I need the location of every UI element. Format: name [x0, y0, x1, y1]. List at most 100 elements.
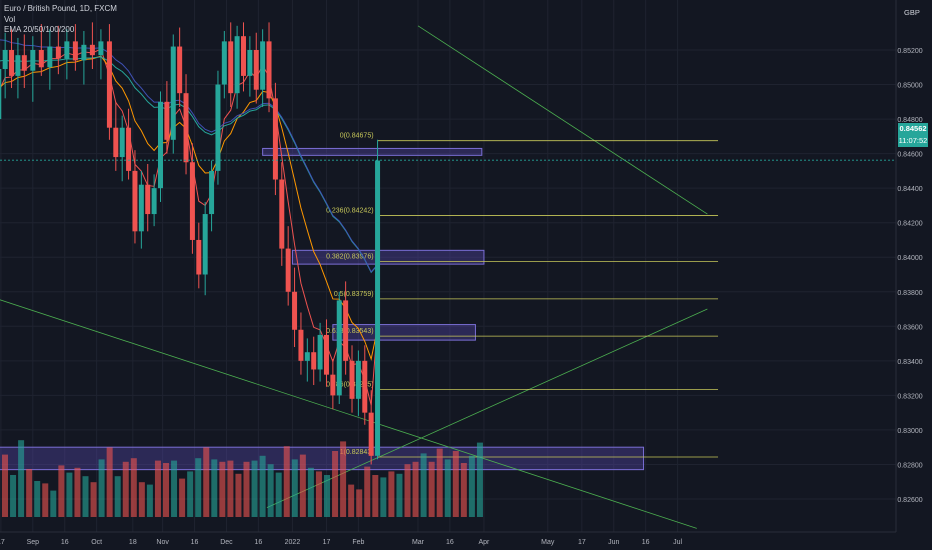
volume-bar — [74, 467, 81, 517]
volume-bar — [420, 453, 427, 517]
volume-bar — [66, 472, 73, 517]
candle-body — [126, 127, 132, 171]
volume-bar — [460, 463, 467, 517]
ema-200-line — [0, 39, 378, 273]
price-tick-label: 0.85200 — [897, 48, 922, 55]
candle-body — [375, 160, 381, 456]
volume-bar — [404, 464, 411, 517]
candle-body — [279, 179, 285, 249]
candle-body — [247, 50, 253, 76]
volume-bar — [356, 489, 363, 517]
candle-body — [183, 93, 189, 163]
volume-bar — [307, 467, 314, 517]
volume-bar — [98, 459, 105, 517]
candle-body — [266, 41, 272, 99]
price-tick-label: 0.84000 — [897, 255, 922, 262]
volume-indicator-label[interactable]: Vol — [4, 14, 16, 24]
volume-bar — [179, 478, 186, 517]
chart-legend: Euro / British Pound, 1D, FXCM Vol EMA 2… — [4, 4, 117, 36]
fib-level-label: 0.236(0.84242) — [326, 207, 373, 214]
candle-body — [202, 214, 208, 275]
candle-body — [30, 50, 36, 71]
candle-body — [209, 170, 215, 215]
volume-bar — [380, 477, 387, 517]
volume-bar — [388, 471, 395, 517]
fib-level-label: 0.618(0.83543) — [326, 328, 373, 335]
volume-bar — [163, 463, 169, 517]
candle-body — [47, 46, 53, 68]
symbol-line[interactable]: Euro / British Pound, 1D, FXCM — [4, 4, 117, 13]
ema-indicator-label[interactable]: EMA 20/50/100/200 — [4, 25, 75, 34]
candle-body — [336, 300, 342, 396]
price-tick-label: 0.83000 — [897, 428, 922, 435]
candle-body — [113, 127, 119, 158]
candle-body — [253, 50, 259, 90]
last-price-value: 0.84562 — [899, 124, 927, 133]
volume-bar — [171, 460, 178, 517]
supply-demand-zone — [291, 249, 485, 265]
volume-bar — [50, 490, 57, 517]
trend-line — [0, 299, 697, 529]
volume-bar — [332, 451, 339, 517]
time-tick-label: Nov — [156, 539, 169, 546]
time-tick-label: 16 — [191, 539, 199, 546]
candle-body — [323, 334, 329, 375]
candle-body — [64, 41, 70, 59]
volume-bar — [2, 454, 8, 517]
volume-bar — [315, 471, 322, 517]
price-tick-label: 0.84600 — [897, 152, 922, 159]
volume-bar — [243, 461, 250, 517]
volume-bar — [106, 447, 113, 517]
candle-body — [285, 248, 291, 292]
price-tick-label: 0.82800 — [897, 462, 922, 469]
volume-bar — [58, 465, 65, 517]
candle-body — [0, 68, 2, 120]
volume-bar — [476, 442, 483, 517]
time-tick-label: Mar — [412, 539, 425, 546]
candle-body — [272, 98, 278, 180]
supply-demand-zone — [0, 446, 645, 471]
volume-bar — [82, 476, 89, 517]
volume-bar — [364, 466, 371, 517]
candle-body — [343, 300, 349, 361]
candle-body — [298, 329, 304, 361]
candle-body — [349, 360, 355, 399]
volume-bar — [235, 473, 242, 517]
volume-bar — [275, 472, 282, 517]
fib-level-label: 0(0.84675) — [340, 133, 374, 140]
fib-level-label: 1(0.82843) — [340, 449, 374, 456]
volume-bar — [146, 484, 153, 517]
volume-bar — [267, 464, 274, 517]
volume-bar — [34, 481, 41, 517]
time-tick-label: 16 — [642, 539, 650, 546]
time-tick-label: 18 — [129, 539, 137, 546]
price-tick-label: 0.84200 — [897, 221, 922, 228]
candle-body — [138, 184, 144, 232]
price-tick-label: 0.83400 — [897, 359, 922, 366]
volume-bar — [18, 440, 25, 517]
ema-50-line — [0, 55, 379, 361]
candle-body — [311, 352, 317, 370]
volume-bar — [444, 459, 451, 517]
price-axis-area — [896, 0, 932, 532]
time-tick-label: 16 — [446, 539, 454, 546]
volume-bar — [90, 482, 97, 517]
volume-bar — [412, 461, 419, 517]
volume-bar — [130, 458, 137, 517]
candle-body — [38, 50, 44, 68]
candle-body — [304, 352, 310, 361]
volume-bar — [227, 460, 234, 517]
volume-bar — [468, 455, 475, 517]
price-tick-label: 0.84800 — [897, 117, 922, 124]
candle-body — [15, 55, 21, 76]
candle-body — [330, 374, 336, 396]
time-tick-label: 17 — [323, 539, 331, 546]
candle-body — [9, 50, 15, 76]
price-tick-label: 0.83200 — [897, 393, 922, 400]
time-tick-label: Feb — [352, 539, 364, 546]
candle-body — [145, 184, 151, 215]
time-tick-label: Jun — [608, 539, 619, 546]
last-price-tag: 0.84562 11:07:52 — [898, 123, 928, 147]
